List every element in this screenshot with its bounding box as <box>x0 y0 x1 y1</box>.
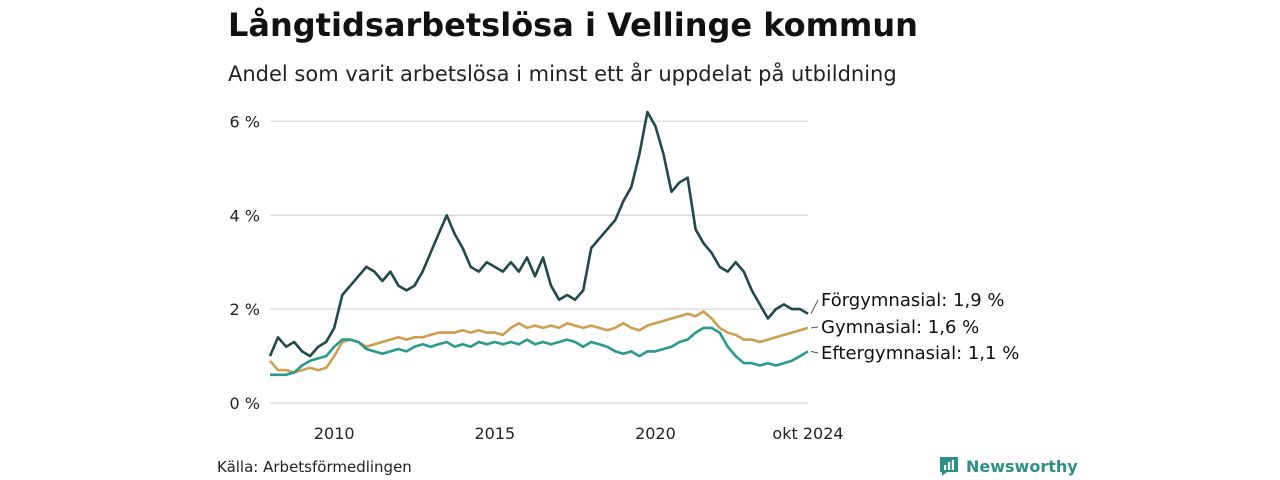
label-connector <box>810 326 819 329</box>
label-connector <box>810 350 819 354</box>
x-tick-label: okt 2024 <box>772 424 843 443</box>
y-axis-ticks: 0 % 2 % 4 % 6 % <box>230 112 260 413</box>
chart-title: Långtidsarbetslösa i Vellinge kommun <box>228 6 918 44</box>
brand-logo[interactable]: Newsworthy <box>938 455 1078 477</box>
x-axis-ticks: 2010 2015 2020 okt 2024 <box>314 424 844 443</box>
brand-name: Newsworthy <box>966 456 1078 476</box>
series-line-förgymnasial <box>268 110 809 358</box>
series-end-labels: Förgymnasial: 1,9 % Gymnasial: 1,6 % Efter… <box>810 290 1019 364</box>
label-connector <box>810 299 819 315</box>
x-tick-label: 2020 <box>635 424 676 443</box>
series-label-eftergymnasial: Eftergymnasial: 1,1 % <box>821 343 1019 364</box>
series-label-gymnasial: Gymnasial: 1,6 % <box>821 317 979 338</box>
y-tick-label: 4 % <box>230 206 260 225</box>
series-label-förgymnasial: Förgymnasial: 1,9 % <box>821 290 1005 311</box>
y-tick-label: 0 % <box>230 394 260 413</box>
x-tick-label: 2010 <box>314 424 355 443</box>
series-line-eftergymnasial <box>270 326 809 377</box>
chart-subtitle: Andel som varit arbetslösa i minst ett å… <box>228 62 897 86</box>
x-tick-label: 2015 <box>474 424 515 443</box>
grid-lines <box>270 120 808 404</box>
y-tick-label: 6 % <box>230 112 260 131</box>
series-lines <box>268 110 809 377</box>
newsworthy-logo-icon <box>940 457 958 476</box>
y-tick-label: 2 % <box>230 300 260 319</box>
source-note: Källa: Arbetsförmedlingen <box>217 458 412 476</box>
